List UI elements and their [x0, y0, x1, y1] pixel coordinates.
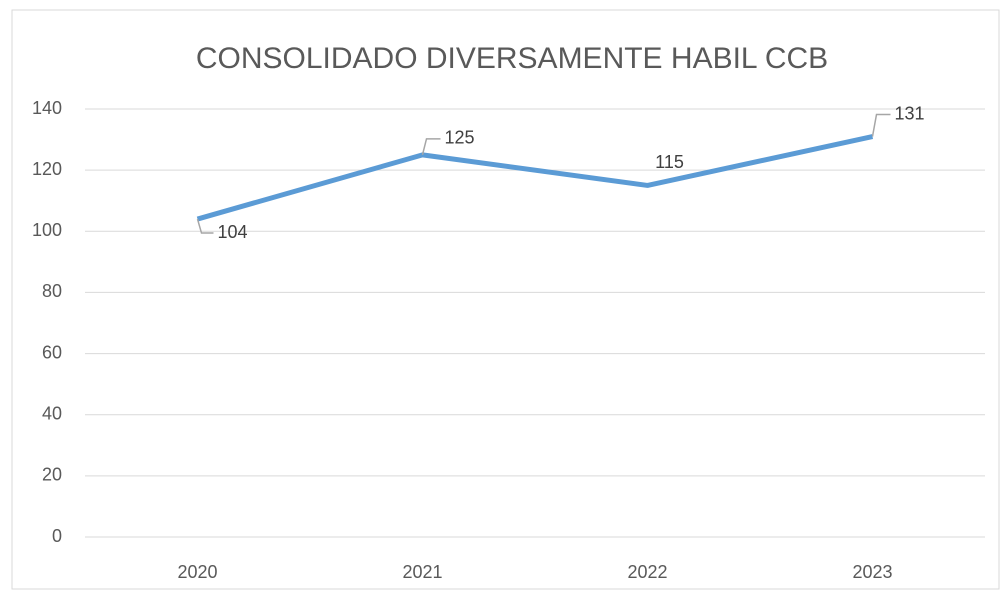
y-tick-label: 20: [42, 465, 62, 485]
x-tick-label: 2023: [852, 562, 892, 582]
data-label: 125: [445, 128, 475, 148]
chart-frame: [11, 9, 1000, 590]
x-tick-label: 2020: [177, 562, 217, 582]
data-label: 131: [895, 103, 925, 123]
y-tick-label: 60: [42, 342, 62, 362]
data-label: 104: [218, 222, 248, 242]
y-tick-label: 40: [42, 403, 62, 423]
y-tick-label: 140: [32, 98, 62, 118]
leader-line: [421, 138, 441, 156]
line: [196, 134, 874, 222]
y-tick-label: 80: [42, 281, 62, 301]
data-label: 115: [655, 152, 684, 172]
x-tick-label: 2022: [627, 562, 667, 582]
y-tick-label: 100: [32, 220, 62, 240]
chart-title: CONSOLIDADO DIVERSAMENTE HABIL CCB: [196, 42, 828, 75]
leader-line: [871, 113, 891, 137]
y-tick-label: 0: [52, 526, 62, 546]
y-tick-label: 120: [32, 159, 62, 179]
x-tick-label: 2021: [402, 562, 442, 582]
leader-line: [196, 218, 214, 234]
